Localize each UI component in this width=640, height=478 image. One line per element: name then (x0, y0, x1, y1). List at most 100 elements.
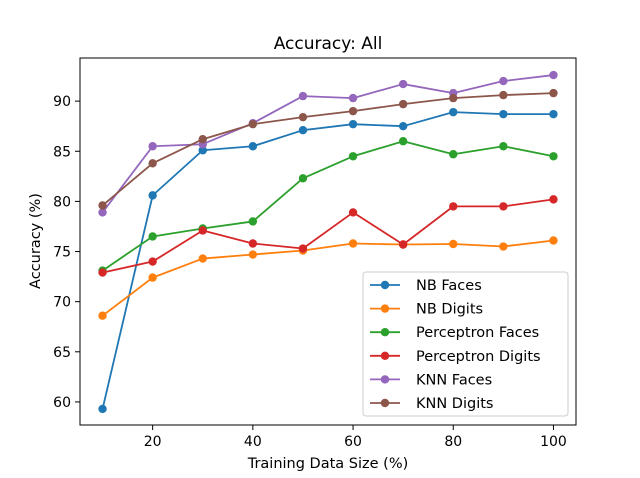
series-line-nb-digits (102, 239, 554, 317)
data-point-knn-faces (549, 70, 558, 80)
data-point-knn-digits (348, 106, 358, 116)
legend-marker (380, 351, 390, 360)
series-perceptron-digits (98, 195, 558, 277)
data-point-perceptron-digits (298, 244, 308, 253)
data-point-nb-faces (499, 109, 508, 119)
data-point-perceptron-faces (148, 232, 157, 241)
data-point-knn-digits (198, 135, 207, 144)
data-point-nb-faces (549, 109, 558, 119)
series-line-knn-faces (101, 74, 554, 213)
legend-marker (380, 375, 390, 384)
data-point-nb-faces (298, 125, 308, 135)
data-point-perceptron-digits (148, 257, 157, 266)
data-point-perceptron-digits (348, 208, 358, 217)
data-point-knn-faces (148, 142, 157, 151)
data-point-nb-faces (348, 119, 358, 129)
series-line-perceptron-faces (102, 140, 554, 272)
x-axis-label: Training Data Size (%) (247, 456, 409, 472)
data-point-knn-faces (348, 93, 358, 103)
legend: NB Faces NB Digits Perceptron Faces Percept… (362, 271, 569, 417)
y-tick-label: 65 (53, 345, 71, 361)
chart-title: Accuracy: All (274, 34, 383, 54)
x-axis: 20 40 60 80 100 (144, 425, 567, 450)
data-point-perceptron-digits (398, 240, 408, 249)
data-point-nb-digits (198, 254, 207, 263)
series-nb-faces (98, 107, 558, 414)
data-point-knn-digits (148, 159, 157, 168)
series-knn-digits (98, 88, 558, 210)
data-point-nb-digits (549, 236, 558, 245)
legend-label: Perceptron Faces (416, 325, 539, 341)
plot-area (98, 70, 558, 414)
plot-frame (79, 57, 577, 426)
series-line-knn-digits (101, 92, 554, 207)
data-point-knn-digits (98, 201, 107, 210)
x-tick-label: 40 (244, 434, 262, 450)
x-tick-label: 20 (144, 434, 162, 450)
legend-item-perceptron-digits: Perceptron Digits (370, 349, 541, 365)
data-point-perceptron-digits (549, 195, 558, 204)
data-point-nb-faces (398, 121, 408, 131)
y-tick-label: 60 (53, 395, 71, 411)
data-point-perceptron-faces (348, 152, 358, 161)
y-tick-label: 85 (53, 144, 71, 160)
data-point-perceptron-digits (198, 226, 207, 235)
y-tick-label: 70 (53, 295, 71, 311)
legend-item-knn-faces: KNN Faces (370, 372, 492, 388)
data-point-nb-digits (98, 311, 107, 320)
legend-label: Perceptron Digits (416, 349, 541, 365)
data-point-perceptron-faces (398, 137, 408, 146)
legend-marker (380, 280, 390, 290)
data-point-knn-digits (499, 90, 508, 100)
series-knn-faces (98, 70, 558, 217)
x-tick-label: 60 (344, 434, 362, 450)
legend-item-nb-digits: NB Digits (370, 302, 483, 318)
legend-item-nb-faces: NB Faces (370, 278, 482, 294)
data-point-perceptron-digits (499, 202, 508, 211)
data-point-knn-digits (248, 119, 258, 129)
legend-marker (380, 304, 390, 313)
data-point-knn-digits (398, 99, 408, 109)
y-tick-label: 90 (53, 94, 71, 110)
data-point-nb-digits (348, 239, 358, 248)
y-tick-label: 80 (53, 194, 71, 210)
data-point-nb-faces (449, 107, 458, 117)
data-point-perceptron-digits (248, 239, 258, 248)
data-point-nb-digits (148, 273, 157, 282)
data-point-nb-faces (248, 142, 258, 151)
data-point-nb-digits (248, 250, 258, 259)
legend-label: KNN Digits (416, 396, 493, 412)
y-axis-label: Accuracy (%) (28, 193, 44, 289)
series-line-nb-faces (101, 111, 554, 410)
legend-box (362, 271, 569, 417)
data-point-perceptron-faces (449, 150, 458, 159)
data-point-perceptron-faces (298, 174, 308, 183)
y-tick-label: 75 (53, 245, 71, 261)
data-point-knn-digits (449, 93, 458, 103)
series-line-perceptron-digits (102, 198, 554, 274)
data-point-knn-digits (298, 112, 308, 122)
legend-marker (380, 328, 390, 337)
data-point-nb-faces (148, 191, 157, 200)
data-point-nb-digits (449, 239, 458, 249)
data-point-knn-faces (98, 208, 107, 217)
y-axis: 60 65 70 75 80 85 90 (53, 94, 80, 411)
legend-label: NB Faces (416, 278, 482, 294)
legend-label: KNN Faces (416, 372, 492, 388)
x-tick-label: 100 (540, 434, 567, 450)
data-point-knn-digits (549, 88, 558, 98)
data-point-perceptron-faces (499, 142, 508, 151)
data-point-nb-faces (198, 146, 207, 155)
data-point-perceptron-faces (248, 217, 258, 226)
data-point-perceptron-digits (98, 268, 107, 277)
data-point-nb-digits (499, 242, 508, 251)
data-point-knn-faces (499, 76, 508, 86)
legend-marker (380, 398, 390, 408)
legend-item-knn-digits: KNN Digits (370, 396, 493, 412)
x-tick-label: 80 (444, 434, 462, 450)
data-point-nb-faces (98, 404, 107, 414)
data-point-knn-faces (298, 91, 308, 101)
data-point-perceptron-digits (449, 202, 458, 211)
data-point-knn-faces (398, 79, 408, 89)
